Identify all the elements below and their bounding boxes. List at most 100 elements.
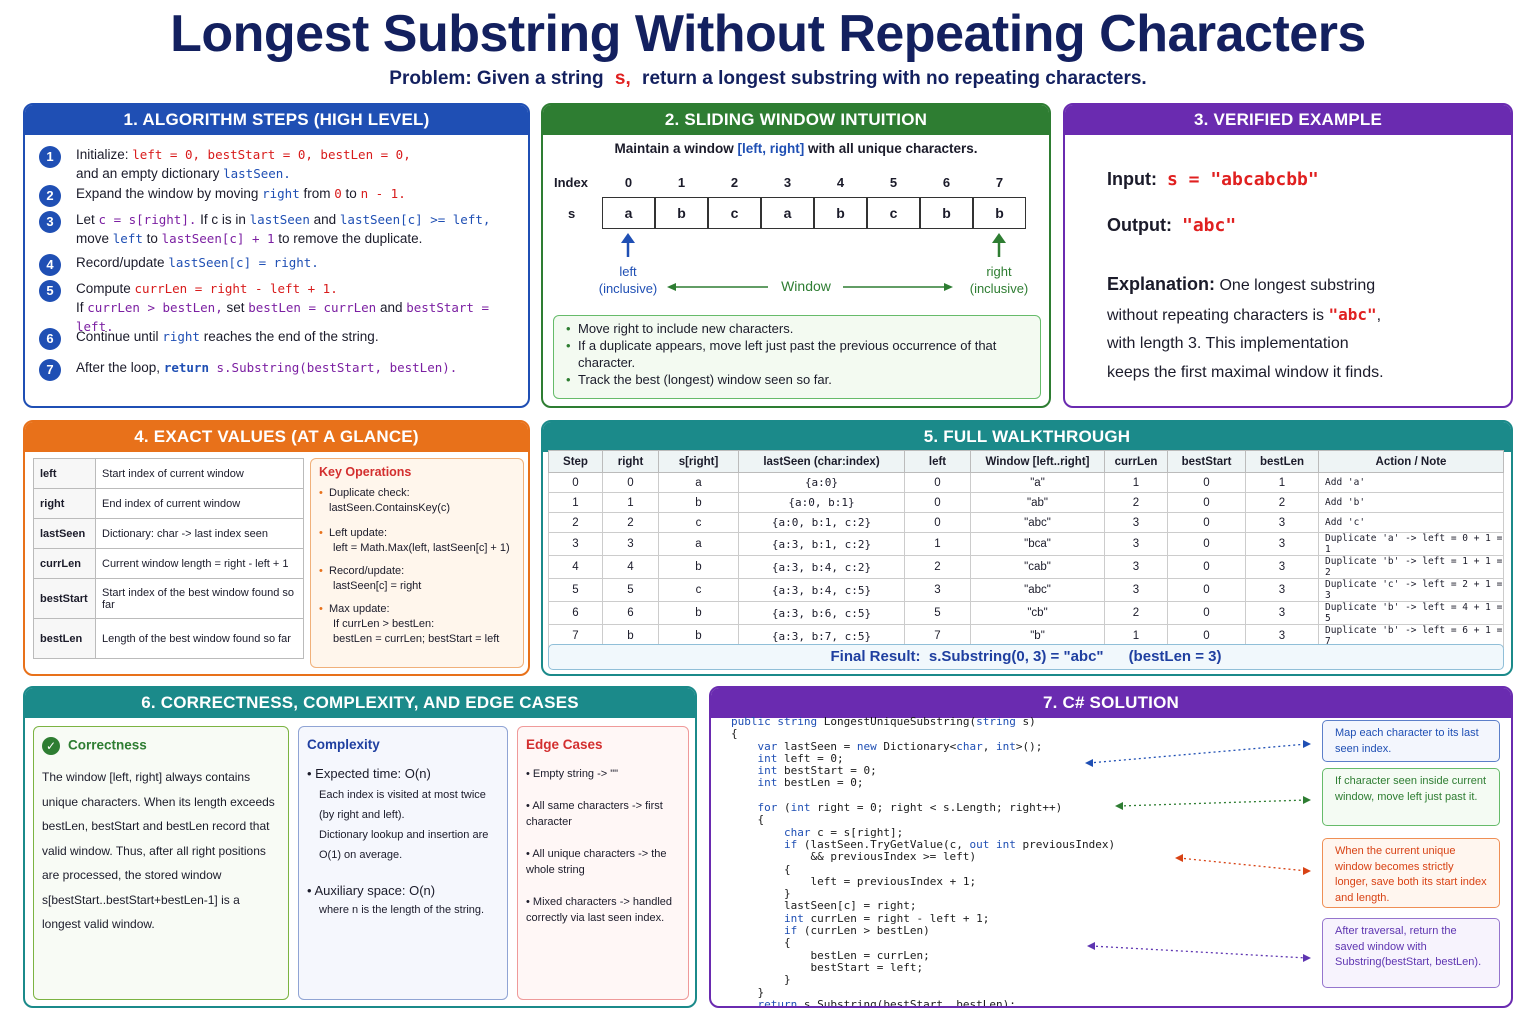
op-item: Left update: left = Math.Max(left, lastSe… bbox=[319, 526, 515, 556]
table-cell: {a:3, b:4, c:2} bbox=[738, 555, 905, 579]
time-label: Expected time: O(n) bbox=[315, 766, 431, 781]
correctness-text: The window [left, right] always contains… bbox=[42, 770, 275, 931]
column-header: Step bbox=[548, 450, 603, 473]
left-pointer-arrow-icon bbox=[621, 233, 635, 243]
code-line: char c = s[right]; bbox=[783, 825, 904, 839]
connector-3-arrow-icon bbox=[1303, 867, 1311, 875]
table-row: 6 6 b {a:3, b:6, c:5} 5 "cb" 2 0 3 Duplicate 'b' … bbox=[548, 601, 1504, 625]
step-text: Initialize: bbox=[76, 147, 133, 162]
code-keyword: int bbox=[995, 739, 1016, 753]
variable-desc: Length of the best window found so far bbox=[95, 618, 304, 659]
connector-2 bbox=[1118, 799, 1308, 807]
table-cell: "cab" bbox=[970, 555, 1105, 579]
callout-map: Map each character to its last seen inde… bbox=[1322, 720, 1500, 762]
step-7: 7 After the loop, return s.Substring(bes… bbox=[39, 358, 526, 381]
table-cell: {a:0} bbox=[738, 472, 905, 493]
window-notes: Move right to include new characters. If… bbox=[553, 315, 1041, 399]
variable-row: lastSeen Dictionary: char -> last index s… bbox=[33, 518, 304, 549]
edge-item: • All same characters -> first character bbox=[526, 800, 663, 828]
table-cell: 0 bbox=[1167, 472, 1246, 493]
index-7: 7 bbox=[995, 175, 1004, 190]
intro-text: with all unique characters. bbox=[804, 141, 978, 156]
table-cell: c bbox=[658, 578, 739, 602]
code-line: if (lastSeen.TryGetValue(c, out int prev… bbox=[783, 837, 1116, 851]
step-code: s.Substring(bestStart, bestLen). bbox=[208, 360, 458, 375]
table-cell: Duplicate 'a' -> left = 0 + 1 = 1 bbox=[1318, 532, 1504, 556]
index-3: 3 bbox=[783, 175, 792, 190]
complexity-title: Complexity bbox=[307, 737, 380, 752]
step-code: currLen = right - left + 1. bbox=[134, 281, 338, 296]
explanation-text: with length 3. This implementation bbox=[1107, 335, 1349, 352]
table-cell: 1 bbox=[1245, 472, 1319, 493]
variable-desc: Current window length = right - left + 1 bbox=[95, 548, 304, 579]
table-cell: Duplicate 'b' -> left = 4 + 1 = 5 bbox=[1318, 601, 1504, 625]
step-number: 3 bbox=[39, 211, 61, 233]
exact-values-panel: 4. EXACT VALUES (AT A GLANCE) left Start … bbox=[23, 420, 530, 676]
table-row: 1 1 b {a:0, b:1} 0 "ab" 2 0 2 Add 'b' bbox=[548, 492, 1504, 513]
table-cell: 0 bbox=[904, 492, 971, 513]
left-sub: (inclusive) bbox=[598, 281, 658, 296]
table-cell: 5 bbox=[602, 578, 659, 602]
ops-title: Key Operations bbox=[319, 465, 412, 479]
table-cell: 0 bbox=[904, 472, 971, 493]
right-pointer-arrow-icon bbox=[992, 233, 1006, 243]
subtitle-var: s, bbox=[614, 68, 631, 89]
op-label: Left update: bbox=[329, 527, 388, 539]
table-cell: 3 bbox=[904, 578, 971, 602]
connector-1-arrow-icon bbox=[1303, 740, 1311, 748]
column-header: Action / Note bbox=[1318, 450, 1504, 473]
table-cell: 0 bbox=[1167, 492, 1246, 513]
table-cell: 3 bbox=[1245, 601, 1319, 625]
left-label: left bbox=[619, 264, 637, 279]
step-text: from bbox=[299, 186, 335, 201]
step-code: right bbox=[162, 329, 200, 344]
table-cell: 0 bbox=[602, 472, 659, 493]
table-cell: 0 bbox=[548, 472, 603, 493]
note-item: Move right to include new characters. bbox=[564, 320, 1030, 337]
table-cell: 6 bbox=[602, 601, 659, 625]
code-block: public string LongestUniqueSubstring(str… bbox=[731, 715, 1116, 1006]
table-cell: 1 bbox=[1104, 472, 1168, 493]
example-input: Input: s = "abcabcbb" bbox=[1107, 169, 1319, 190]
step-4: 4 Record/update lastSeen[c] = right. bbox=[39, 253, 526, 276]
input-value: s = "abcabcbb" bbox=[1167, 169, 1319, 190]
index-4: 4 bbox=[836, 175, 845, 190]
step-text: to remove the duplicate. bbox=[274, 231, 423, 246]
index-1: 1 bbox=[677, 175, 686, 190]
table-cell: 6 bbox=[548, 601, 603, 625]
time-detail-a: Each index is visited at most twice (by … bbox=[319, 789, 486, 821]
step-code: bestStart = left. bbox=[76, 300, 490, 334]
time-detail: Each index is visited at most twice (by … bbox=[307, 785, 499, 865]
column-header: bestStart bbox=[1167, 450, 1246, 473]
op-item: Max update: If currLen > bestLen: bestLen … bbox=[319, 602, 515, 647]
step-text: set bbox=[222, 300, 249, 315]
table-cell: 2 bbox=[1104, 492, 1168, 513]
step-number: 5 bbox=[39, 280, 61, 302]
edge-item: • Mixed characters -> handled correctly … bbox=[526, 896, 673, 924]
step-code: n - 1. bbox=[360, 186, 406, 201]
space-label: Auxiliary space: O(n) bbox=[314, 883, 436, 898]
table-cell: b bbox=[658, 492, 739, 513]
table-cell: 1 bbox=[602, 492, 659, 513]
variable-row: bestLen Length of the best window found s… bbox=[33, 618, 304, 659]
edge-cases-card: Edge Cases • Empty string -> "" • All sa… bbox=[517, 726, 689, 1000]
table-cell: 3 bbox=[1104, 578, 1168, 602]
step-text: If c is in bbox=[196, 212, 250, 227]
code-line: } bbox=[731, 887, 791, 901]
right-sub: (inclusive) bbox=[969, 281, 1029, 296]
table-cell: 3 bbox=[1104, 532, 1168, 556]
table-cell: 2 bbox=[1104, 601, 1168, 625]
output-value: "abc" bbox=[1181, 215, 1237, 236]
space-complexity: • Auxiliary space: O(n) bbox=[307, 883, 436, 898]
column-header: currLen bbox=[1104, 450, 1168, 473]
explanation-label: Explanation: bbox=[1107, 274, 1216, 294]
edge-list: • Empty string -> "" • All same characte… bbox=[526, 766, 680, 926]
panel-heading: 3. VERIFIED EXAMPLE bbox=[1065, 105, 1511, 135]
code-keyword: char bbox=[783, 825, 811, 839]
step-code: currLen > bestLen, bbox=[87, 300, 223, 315]
code-line: { bbox=[731, 727, 738, 741]
correctness-title: ✓ Correctness bbox=[42, 737, 280, 755]
code-keyword: out bbox=[969, 837, 990, 851]
index-2: 2 bbox=[730, 175, 739, 190]
table-cell: a bbox=[658, 532, 739, 556]
